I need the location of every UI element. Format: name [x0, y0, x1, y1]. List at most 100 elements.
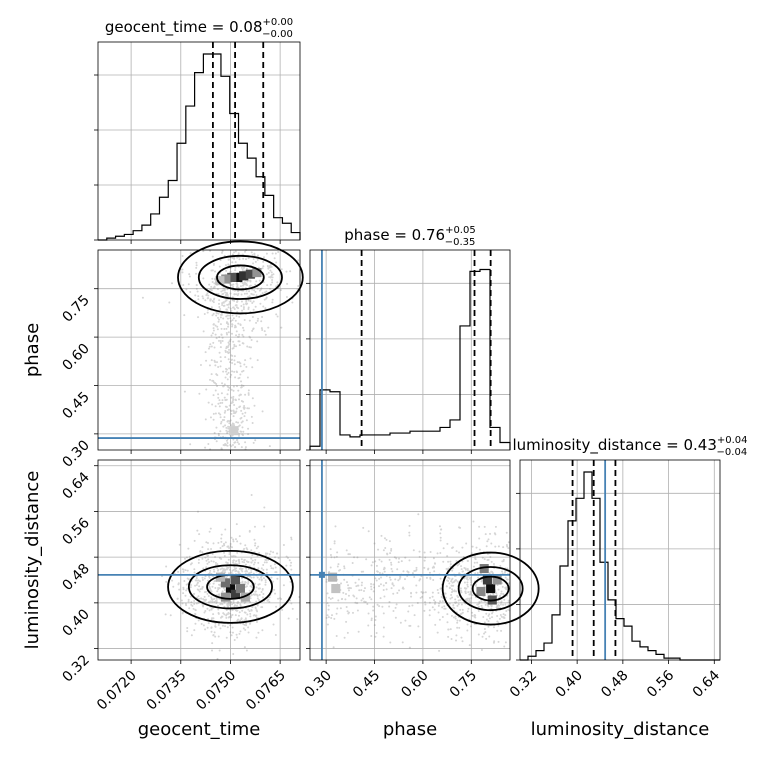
- sample-point: [243, 281, 246, 284]
- sample-point: [410, 591, 413, 594]
- sample-point: [244, 570, 247, 573]
- sample-point: [244, 563, 247, 566]
- sample-point: [205, 559, 208, 562]
- sample-point: [287, 617, 290, 620]
- sample-point: [335, 635, 338, 638]
- sample-point: [216, 288, 219, 291]
- sample-point: [507, 547, 510, 550]
- sample-point: [455, 639, 458, 642]
- sample-point: [221, 336, 224, 339]
- panel-frame: [519, 459, 721, 661]
- sample-point: [492, 593, 495, 596]
- sample-point: [227, 323, 230, 326]
- sample-point: [413, 614, 416, 617]
- sample-point: [164, 613, 167, 616]
- sample-point: [231, 401, 234, 404]
- sample-point: [235, 304, 238, 307]
- sample-point: [231, 256, 234, 259]
- sample-point: [211, 280, 214, 283]
- sample-point: [362, 570, 365, 573]
- sample-point: [233, 359, 236, 362]
- sample-point: [272, 623, 275, 626]
- sample-point: [253, 289, 256, 292]
- sample-point: [258, 593, 261, 596]
- sample-point: [485, 618, 488, 621]
- sample-point: [210, 547, 213, 550]
- sample-point: [247, 299, 250, 302]
- sample-point: [228, 302, 231, 305]
- sample-point: [388, 601, 391, 604]
- sample-point: [475, 583, 478, 586]
- sample-point: [451, 569, 454, 572]
- sample-point: [194, 613, 197, 616]
- sample-point: [185, 583, 188, 586]
- sample-point: [223, 411, 226, 414]
- sample-point: [187, 578, 190, 581]
- sample-point: [225, 609, 228, 612]
- sample-point: [380, 576, 383, 579]
- sample-point: [267, 267, 270, 270]
- sample-point: [483, 621, 486, 624]
- sample-point: [407, 571, 410, 574]
- sample-point: [231, 261, 234, 264]
- sample-point: [239, 323, 242, 326]
- sample-point: [214, 600, 217, 603]
- sample-point: [465, 577, 468, 580]
- sample-point: [394, 616, 397, 619]
- sample-point: [212, 341, 215, 344]
- sample-point: [269, 275, 272, 278]
- sample-point: [242, 329, 245, 332]
- sample-point: [468, 598, 471, 601]
- sample-point: [232, 438, 235, 441]
- sample-point: [233, 326, 236, 329]
- sample-point: [207, 548, 210, 551]
- sample-point: [326, 623, 329, 626]
- sample-point: [207, 622, 210, 625]
- sample-point: [504, 570, 507, 573]
- sample-point: [271, 252, 274, 255]
- sample-point: [211, 649, 214, 652]
- sample-point: [256, 340, 259, 343]
- sample-point: [235, 609, 238, 612]
- sample-point: [234, 261, 237, 264]
- sample-point: [223, 383, 226, 386]
- sample-point: [229, 419, 232, 422]
- sample-point: [447, 576, 450, 579]
- sample-point: [431, 595, 434, 598]
- sample-point: [230, 571, 233, 574]
- sample-point: [483, 525, 486, 528]
- sample-point: [257, 567, 260, 570]
- sample-point: [222, 385, 225, 388]
- sample-point: [218, 351, 221, 354]
- sample-point: [223, 418, 226, 421]
- sample-point: [390, 547, 393, 550]
- sample-point: [224, 356, 227, 359]
- sample-point: [262, 265, 265, 268]
- sample-point: [206, 562, 209, 565]
- density-cell: [479, 564, 489, 574]
- sample-point: [204, 351, 207, 354]
- sample-point: [395, 603, 398, 606]
- sample-point: [392, 592, 395, 595]
- sample-point: [235, 345, 238, 348]
- sample-point: [215, 311, 218, 314]
- sample-point: [383, 595, 386, 598]
- sample-point: [466, 576, 469, 579]
- sample-point: [249, 284, 252, 287]
- sample-point: [250, 576, 253, 579]
- sample-point: [221, 401, 224, 404]
- sample-point: [466, 585, 469, 588]
- sample-point: [447, 560, 450, 563]
- sample-point: [463, 577, 466, 580]
- sample-point: [366, 603, 369, 606]
- sample-point: [252, 328, 255, 331]
- sample-point: [275, 261, 278, 264]
- sample-point: [505, 587, 508, 590]
- sample-point: [217, 568, 220, 571]
- sample-point: [224, 294, 227, 297]
- sample-point: [233, 299, 236, 302]
- sample-point: [345, 549, 348, 552]
- sample-point: [220, 420, 223, 423]
- sample-point: [232, 398, 235, 401]
- sample-point: [230, 601, 233, 604]
